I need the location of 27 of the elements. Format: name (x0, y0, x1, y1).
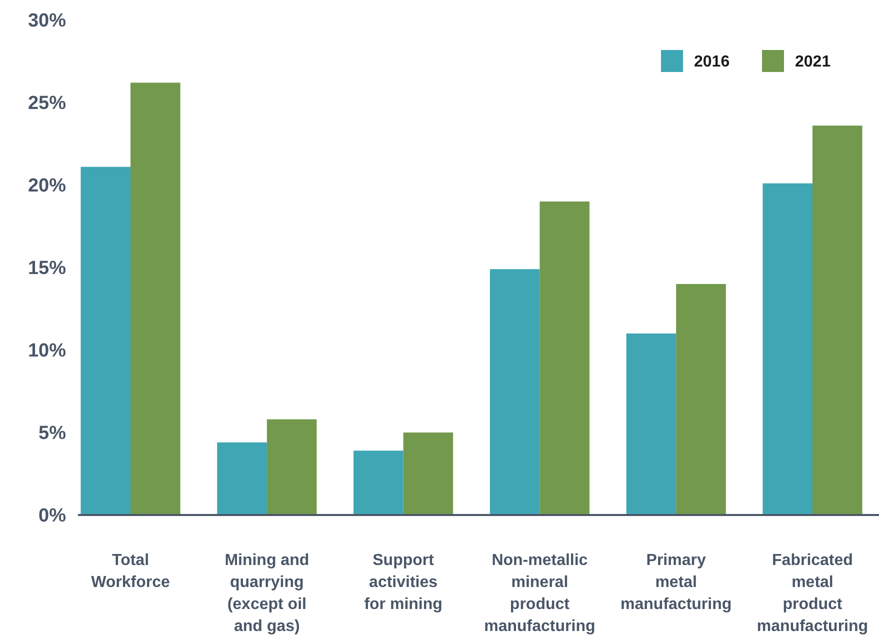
bar (266, 419, 317, 515)
y-tick-label: 20% (28, 176, 66, 197)
bar (762, 183, 812, 515)
y-tick-label: 15% (28, 258, 66, 280)
y-tick-label: 10% (28, 340, 66, 362)
x-tick-label: Support activities for mining (364, 552, 442, 613)
bar (540, 202, 590, 515)
bar (354, 450, 404, 515)
x-tick-label: Non-metallic mineral product manufacturing (484, 552, 596, 635)
x-tick-label: Fabricated metal product manufacturing (756, 552, 868, 635)
y-tick-label: 5% (38, 423, 66, 444)
x-tick-label: Total Workforce (91, 552, 170, 591)
y-tick-label: 0% (38, 506, 66, 527)
bar (626, 334, 676, 515)
bar (80, 166, 131, 515)
x-tick-label: Primary metal manufacturing (620, 552, 732, 613)
bar (812, 126, 862, 515)
bar (676, 284, 726, 515)
y-tick-label: 25% (28, 93, 66, 114)
bar (130, 82, 180, 515)
legend-label: 2021 (795, 54, 831, 71)
bar (217, 442, 267, 515)
bar (490, 269, 540, 515)
bar (403, 432, 454, 515)
y-tick-label: 30% (28, 10, 66, 32)
legend-label: 2016 (694, 54, 730, 71)
x-tick-label: Mining and quarrying (except oil and gas) (224, 552, 310, 635)
